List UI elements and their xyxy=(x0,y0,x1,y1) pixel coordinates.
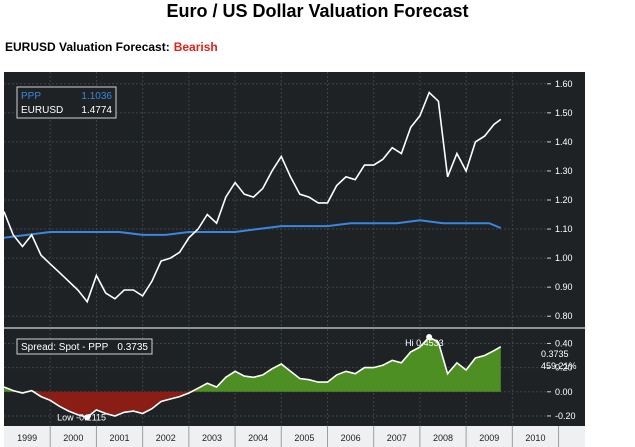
year-label: 2010 xyxy=(525,433,545,443)
spread-tick-label: 0.20 xyxy=(555,363,573,373)
spread-legend-box xyxy=(16,338,153,355)
year-label: 2006 xyxy=(341,433,361,443)
spread-negative-area xyxy=(4,391,501,418)
spread-positive-area xyxy=(4,337,501,392)
chart-title: Euro / US Dollar Valuation Forecast xyxy=(166,1,469,21)
legend-ppp-label: PPP xyxy=(21,91,41,102)
year-label: 2001 xyxy=(110,433,130,443)
price-tick-label: 0.80 xyxy=(555,311,573,321)
valuation-forecast-line: EURUSD Valuation Forecast: Bearish xyxy=(5,40,218,54)
price-tick-label: 1.30 xyxy=(555,166,573,176)
year-label: 2002 xyxy=(156,433,176,443)
year-label: 2000 xyxy=(63,433,83,443)
forecast-label: EURUSD Valuation Forecast: xyxy=(5,40,170,54)
year-label: 1999 xyxy=(17,433,37,443)
price-axis-background xyxy=(547,72,585,327)
spread-legend-value: 0.3735 xyxy=(117,342,148,353)
year-label: 2007 xyxy=(387,433,407,443)
year-label: 2009 xyxy=(479,433,499,443)
spread-high-annotation: Hi 0.4533 xyxy=(405,338,444,348)
spread-tick-label: -0.20 xyxy=(555,411,576,421)
price-tick-label: 1.60 xyxy=(555,79,573,89)
spread-percent: 459.21% xyxy=(541,361,577,371)
year-label: 2008 xyxy=(433,433,453,443)
price-tick-label: 1.50 xyxy=(555,108,573,118)
price-tick-label: 0.90 xyxy=(555,282,573,292)
price-tick-label: 1.00 xyxy=(555,253,573,263)
spread-high-marker xyxy=(426,334,433,341)
price-tick-label: 1.10 xyxy=(555,224,573,234)
spread-legend-label: Spread: Spot - PPP xyxy=(21,342,109,353)
eurusd-series-line xyxy=(3,91,502,304)
price-legend-box xyxy=(16,86,117,119)
price-tick-label: 1.20 xyxy=(555,195,573,205)
year-label: 2004 xyxy=(248,433,268,443)
spread-low-marker xyxy=(84,414,91,421)
year-axis: 1999 2000 2001 2002 2003 2004 2005 2006 2007 2008… xyxy=(17,426,560,447)
legend-ppp-value: 1.1036 xyxy=(81,91,112,102)
spread-tick-label: 0.00 xyxy=(555,387,573,397)
forecast-rating: Bearish xyxy=(173,40,218,54)
year-label: 2003 xyxy=(202,433,222,443)
price-y-axis: 0.80 0.90 1.00 1.10 1.20 1.30 1.40 1.50 1.60 xyxy=(547,79,573,321)
legend-eurusd-label: EURUSD xyxy=(21,105,63,116)
spread-y-axis: -0.20 0.00 0.20 0.40 xyxy=(547,338,576,421)
year-label: 2005 xyxy=(294,433,314,443)
price-gridlines xyxy=(4,72,547,327)
legend-eurusd-value: 1.4774 xyxy=(81,105,112,116)
panel-divider xyxy=(4,327,585,329)
price-tick-label: 1.40 xyxy=(555,137,573,147)
spread-last-value: 0.3735 xyxy=(541,349,569,359)
year-axis-background xyxy=(4,426,585,447)
spread-tick-label: 0.40 xyxy=(555,338,573,348)
spread-low-annotation: Low -0.2115 xyxy=(57,412,106,422)
ppp-series-line xyxy=(3,219,502,239)
spread-axis-background xyxy=(547,329,585,426)
